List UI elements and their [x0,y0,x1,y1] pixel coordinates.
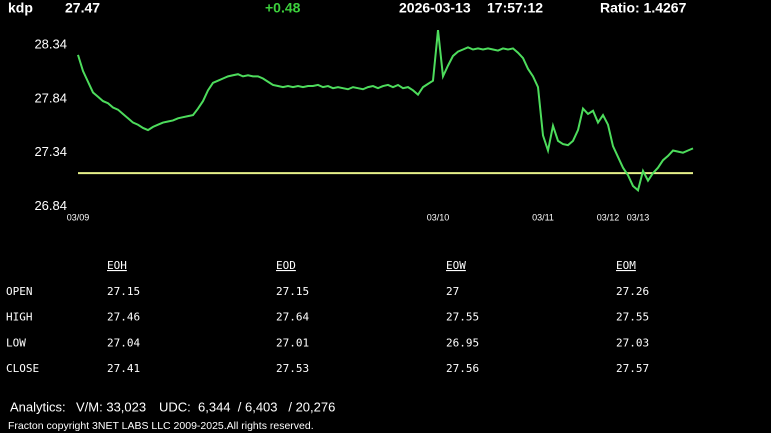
row-label: OPEN [6,285,33,298]
x-tick-label: 03/12 [597,212,620,222]
cell: 27.15 [276,285,309,298]
x-tick-label: 03/10 [427,212,450,222]
cell: 26.95 [446,336,479,349]
cell: 27.01 [276,336,309,349]
x-tick-label: 03/11 [532,212,554,222]
cell: 27.46 [107,311,140,324]
cell: 27.55 [446,311,479,324]
y-tick-label: 27.84 [34,90,67,105]
cell: 27.57 [616,362,649,375]
date: 2026-03-13 [399,0,471,16]
volume: V/M: 33,023 [76,399,146,414]
time: 17:57:12 [487,0,543,16]
cell: 27 [446,285,459,298]
cell: 27.15 [107,285,140,298]
x-tick-label: 03/09 [67,212,90,222]
column-header: EOD [276,259,296,272]
row-label: HIGH [6,311,33,324]
row-label: CLOSE [6,362,39,375]
price: 27.47 [65,0,100,16]
cell: 27.26 [616,285,649,298]
row-label: LOW [6,336,26,349]
ratio: Ratio: 1.4267 [600,0,687,16]
analytics-label: Analytics: [10,399,66,414]
column-header: EOW [446,259,466,272]
y-tick-label: 27.34 [34,144,67,159]
cell: 27.53 [276,362,309,375]
cell: 27.55 [616,311,649,324]
y-tick-label: 28.34 [34,37,67,52]
price-line [77,30,694,193]
udc: UDC: 6,344 / 6,403 / 20,276 [159,399,335,414]
symbol: kdp [8,0,33,16]
column-header: EOH [107,259,127,272]
cell: 27.64 [276,311,309,324]
y-tick-label: 26.84 [34,198,67,213]
cell: 27.03 [616,336,649,349]
x-tick-label: 03/13 [627,212,650,222]
cell: 27.04 [107,336,140,349]
copyright: Fracton copyright 3NET LABS LLC 2009-202… [8,420,314,432]
cell: 27.56 [446,362,479,375]
column-header: EOM [616,259,636,272]
cell: 27.41 [107,362,140,375]
change: +0.48 [265,0,301,16]
